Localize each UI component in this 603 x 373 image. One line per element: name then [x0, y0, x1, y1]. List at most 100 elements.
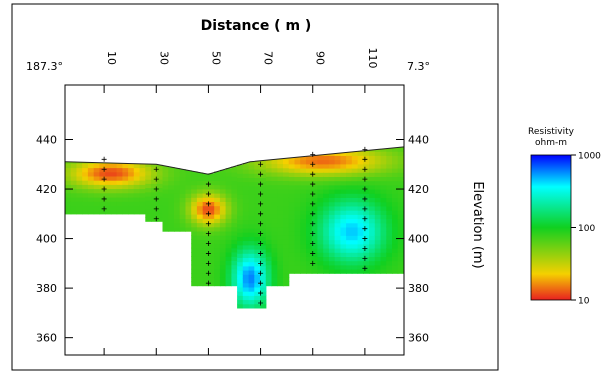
resistivity-cell [380, 168, 387, 173]
resistivity-cell [248, 236, 255, 242]
resistivity-cell [363, 222, 370, 228]
resistivity-cell [265, 281, 273, 287]
resistivity-cell [237, 173, 244, 178]
resistivity-cell [283, 163, 290, 169]
resistivity-cell [214, 268, 221, 274]
resistivity-cell [242, 236, 250, 242]
resistivity-cell [271, 171, 278, 177]
resistivity-cell [277, 167, 284, 173]
resistivity-cell [334, 176, 341, 182]
resistivity-cell [162, 214, 169, 220]
resistivity-cell [225, 193, 232, 198]
resistivity-cell [288, 210, 295, 215]
resistivity-cell [156, 204, 164, 210]
resistivity-cell [185, 189, 192, 194]
resistivity-cell [248, 303, 255, 309]
resistivity-cell [208, 247, 215, 253]
resistivity-cell [288, 260, 295, 266]
resistivity-cell [202, 209, 209, 215]
resistivity-cell [277, 273, 284, 278]
resistivity-cell [323, 269, 330, 274]
resistivity-cell [392, 252, 399, 257]
resistivity-cell [311, 248, 318, 253]
resistivity-cell [231, 184, 238, 190]
resistivity-cell [380, 252, 387, 257]
resistivity-cell [283, 167, 290, 173]
resistivity-cell [351, 159, 359, 165]
x-tick-label: 90 [314, 51, 327, 65]
resistivity-cell [369, 176, 376, 182]
resistivity-cell [70, 197, 77, 202]
resistivity-cell [363, 201, 370, 207]
resistivity-cell [179, 197, 186, 203]
resistivity-cell [351, 189, 359, 194]
resistivity-cell [110, 180, 118, 185]
resistivity-cell [191, 184, 198, 190]
resistivity-cell [133, 209, 141, 215]
resistivity-cell [334, 193, 341, 198]
resistivity-cell [386, 252, 393, 257]
resistivity-cell [151, 183, 158, 189]
resistivity-cell [340, 159, 347, 165]
resistivity-cell [328, 159, 336, 165]
colorbar-scale [530, 154, 572, 301]
resistivity-cell [231, 197, 238, 202]
measurement-marker [205, 241, 211, 247]
resistivity-cell [191, 281, 198, 287]
resistivity-cell [225, 277, 232, 282]
resistivity-cell [300, 168, 307, 173]
resistivity-cell [334, 260, 341, 266]
resistivity-cell [306, 205, 313, 211]
resistivity-cell [288, 157, 295, 161]
resistivity-cell [191, 264, 198, 270]
resistivity-cell [328, 252, 336, 257]
resistivity-cell [191, 222, 198, 228]
resistivity-cell [139, 209, 146, 215]
resistivity-cell [363, 151, 370, 156]
resistivity-cell [110, 205, 118, 211]
resistivity-cell [369, 155, 376, 161]
resistivity-cell [70, 188, 77, 194]
resistivity-cell [214, 180, 221, 186]
resistivity-cell [242, 244, 250, 250]
resistivity-cell [392, 197, 399, 203]
resistivity-cell [265, 239, 273, 245]
resistivity-cell [283, 256, 290, 261]
resistivity-cell [374, 193, 382, 198]
resistivity-cell [242, 206, 250, 212]
resistivity-cell [156, 191, 164, 197]
resistivity-cell [294, 189, 301, 194]
resistivity-cell [346, 210, 353, 215]
resistivity-cell [346, 256, 353, 262]
resistivity-cell [168, 214, 175, 220]
resistivity-cell [260, 274, 267, 279]
resistivity-cell [277, 163, 284, 169]
resistivity-cell [369, 180, 376, 186]
resistivity-cell [191, 247, 198, 253]
resistivity-cell [363, 214, 370, 220]
resistivity-cell [328, 193, 336, 198]
resistivity-cell [242, 169, 250, 174]
resistivity-cell [265, 205, 273, 211]
resistivity-cell [300, 256, 307, 262]
resistivity-cell [397, 269, 404, 274]
resistivity-cell [93, 175, 100, 181]
resistivity-cell [323, 243, 330, 249]
resistivity-cell [110, 188, 118, 194]
resistivity-cell [283, 235, 290, 240]
resistivity-cell [242, 219, 250, 225]
resistivity-cell [105, 201, 112, 206]
resistivity-cell [334, 239, 341, 245]
resistivity-cell [369, 269, 376, 274]
resistivity-cell [306, 269, 313, 274]
resistivity-cell [248, 244, 255, 250]
resistivity-cell [311, 163, 318, 169]
resistivity-cell [397, 205, 404, 211]
resistivity-cell [254, 173, 261, 178]
resistivity-cell [283, 193, 290, 198]
resistivity-cell [185, 170, 192, 173]
resistivity-cell [208, 197, 215, 202]
x-tick-label: 10 [105, 51, 118, 65]
resistivity-cell [254, 211, 261, 216]
resistivity-cell [231, 243, 238, 249]
